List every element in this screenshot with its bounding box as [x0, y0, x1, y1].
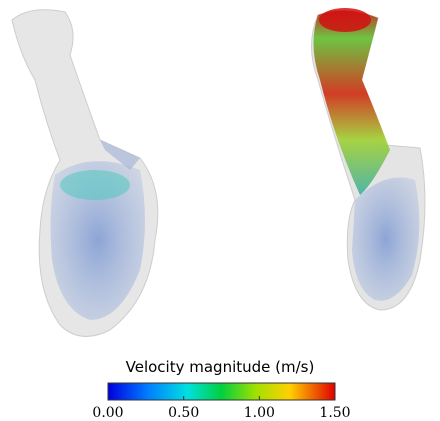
colorbar-tick-label: 1.50 [319, 405, 350, 421]
colorbar-tick-label: 0.50 [168, 405, 199, 421]
left-heart [12, 10, 158, 337]
right-heart [312, 8, 426, 310]
figure: Velocity magnitude (m/s) 0.00 0.50 1.00 1.5… [0, 0, 440, 421]
colorbar [108, 383, 335, 400]
colorbar-tick-label: 1.00 [244, 405, 275, 421]
colorbar-title: Velocity magnitude (m/s) [126, 358, 315, 376]
colorbar-tick-label: 0.00 [92, 405, 123, 421]
